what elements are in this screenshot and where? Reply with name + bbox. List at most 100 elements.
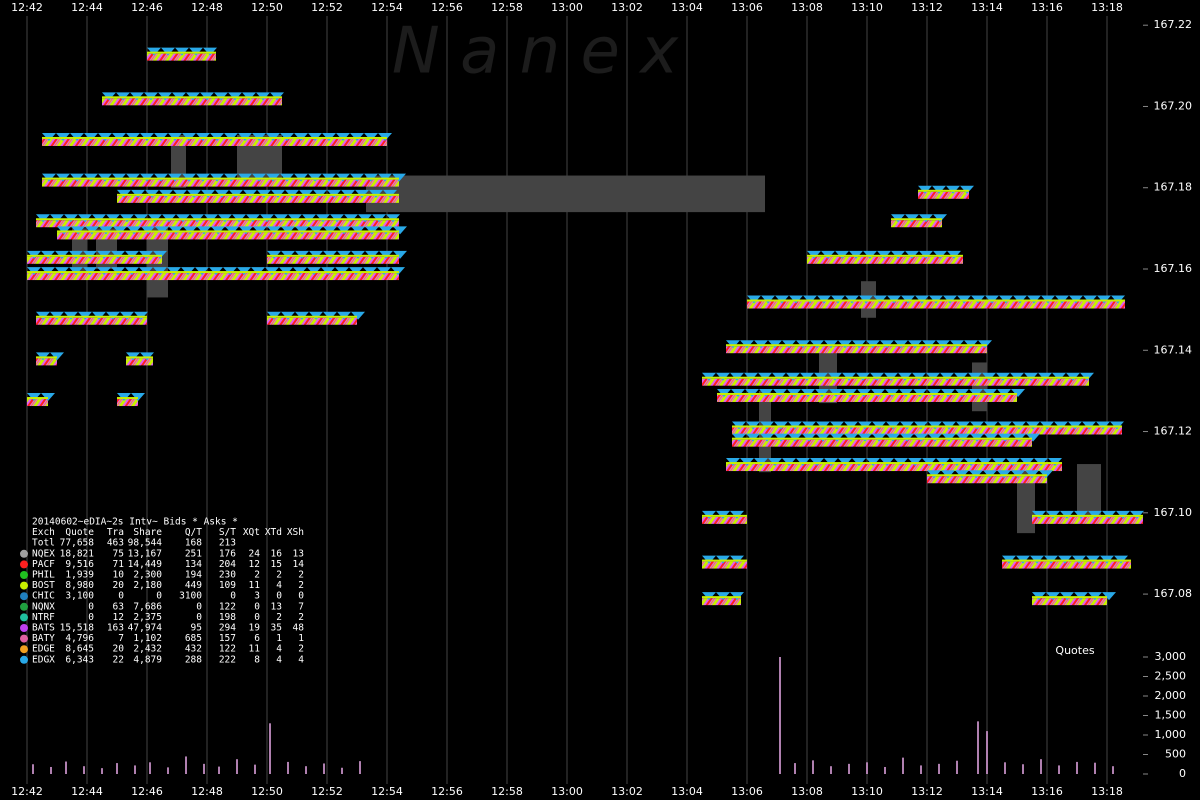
quote-edge	[726, 462, 1062, 465]
spread-box	[366, 175, 765, 213]
table-cell: 168	[185, 538, 202, 549]
quote-stripes	[732, 427, 1122, 435]
y-tick-label: 167.10	[1154, 506, 1193, 519]
table-cell: 0	[88, 612, 94, 623]
watermark: N a n e x	[392, 15, 679, 89]
table-cell: 3	[254, 591, 260, 602]
table-cell: 194	[185, 570, 202, 581]
volume-bar	[1094, 762, 1096, 774]
quote-band	[927, 470, 1053, 484]
table-cell: 2	[298, 580, 304, 591]
table-cell: 4	[276, 644, 282, 655]
table-cell: 1,939	[65, 570, 94, 581]
table-cell: 1,102	[133, 633, 162, 644]
table-cell: 2,375	[133, 612, 162, 623]
volume-bar	[341, 767, 343, 774]
volume-bar	[812, 760, 814, 774]
quote-edge	[1002, 559, 1131, 562]
table-cell: 11	[249, 580, 261, 591]
table-cell: 22	[113, 654, 124, 665]
x-tick-label: 12:42	[11, 1, 43, 14]
table-cell: 2,432	[133, 644, 162, 655]
table-cell: 163	[107, 623, 124, 634]
table-cell: 288	[185, 654, 202, 665]
quote-stripes	[102, 98, 282, 106]
quote-edge	[102, 96, 282, 99]
table-cell: 10	[113, 570, 125, 581]
table-cell: 77,658	[60, 538, 95, 549]
quote-stripes	[36, 317, 147, 325]
quote-edge	[918, 189, 969, 192]
volume-bar	[1040, 759, 1042, 774]
quote-stripes	[267, 256, 399, 264]
quote-band	[702, 510, 747, 524]
exchange-marker	[20, 645, 28, 654]
quote-stripes	[726, 464, 1062, 472]
table-cell: 4	[276, 580, 282, 591]
quote-band	[726, 458, 1062, 472]
table-cell: 0	[276, 591, 282, 602]
quote-edge	[726, 344, 987, 347]
volume-bar	[359, 761, 361, 774]
table-title: 20140602~eDIA~2s Intv~ Bids * Asks *	[32, 517, 238, 528]
quote-band	[117, 393, 145, 407]
y-tick-label: 167.22	[1154, 18, 1193, 31]
quote-band	[117, 189, 399, 203]
quote-band	[27, 250, 167, 264]
table-cell: 47,974	[128, 623, 163, 634]
table-cell: 204	[219, 559, 236, 570]
table-cell: 1	[298, 633, 304, 644]
table-cell: 19	[249, 623, 261, 634]
table-cell: 3100	[179, 591, 202, 602]
table-cell: 18,821	[60, 548, 95, 559]
table-cell: 9,516	[65, 559, 94, 570]
quote-band	[702, 372, 1094, 386]
y-tick-label: 167.20	[1154, 99, 1193, 112]
quote-band	[147, 47, 217, 61]
volume-bar	[149, 762, 151, 774]
exchange-marker	[20, 560, 28, 569]
quote-edge	[702, 376, 1089, 379]
volume-bar	[779, 657, 781, 774]
quote-band	[1002, 555, 1131, 569]
quote-band	[726, 340, 992, 354]
volume-bar	[920, 765, 922, 774]
x-tick-label: 12:52	[311, 785, 343, 798]
table-cell: 2	[276, 612, 282, 623]
spread-box	[972, 362, 987, 412]
quote-stripes	[27, 256, 162, 264]
table-cell: 7	[298, 601, 304, 612]
quote-band	[57, 226, 407, 240]
quote-edge	[36, 315, 147, 318]
x-tick-label: 13:06	[731, 1, 763, 14]
table-cell: BOST	[32, 580, 55, 591]
volume-bar	[986, 731, 988, 774]
x-tick-label: 12:48	[191, 785, 223, 798]
y-tick-label: 167.08	[1154, 587, 1193, 600]
exchange-marker	[20, 581, 28, 590]
volume-bar	[884, 766, 886, 774]
table-cell: 0	[196, 601, 202, 612]
table-cell: 4	[298, 654, 304, 665]
quote-edge	[117, 193, 399, 196]
quote-triangles	[807, 250, 961, 259]
quote-triangles	[726, 458, 1062, 467]
table-cell: 4,796	[65, 633, 94, 644]
x-tick-label: 13:06	[731, 785, 763, 798]
volume-bar	[32, 764, 34, 774]
volume-bar	[185, 756, 187, 774]
table-cell: PACF	[32, 559, 55, 570]
x-tick-label: 13:04	[671, 1, 703, 14]
volume-bar	[794, 763, 796, 774]
quote-edge	[267, 315, 357, 318]
x-tick-label: 13:12	[911, 1, 943, 14]
x-tick-label: 12:42	[11, 785, 43, 798]
table-cell: 122	[219, 644, 236, 655]
quote-band	[27, 393, 55, 407]
table-cell: EDGE	[32, 644, 55, 655]
volume-bar	[101, 768, 103, 774]
table-cell: 6,343	[65, 654, 94, 665]
table-cell: EDGX	[32, 654, 55, 665]
table-cell: 0	[230, 591, 236, 602]
